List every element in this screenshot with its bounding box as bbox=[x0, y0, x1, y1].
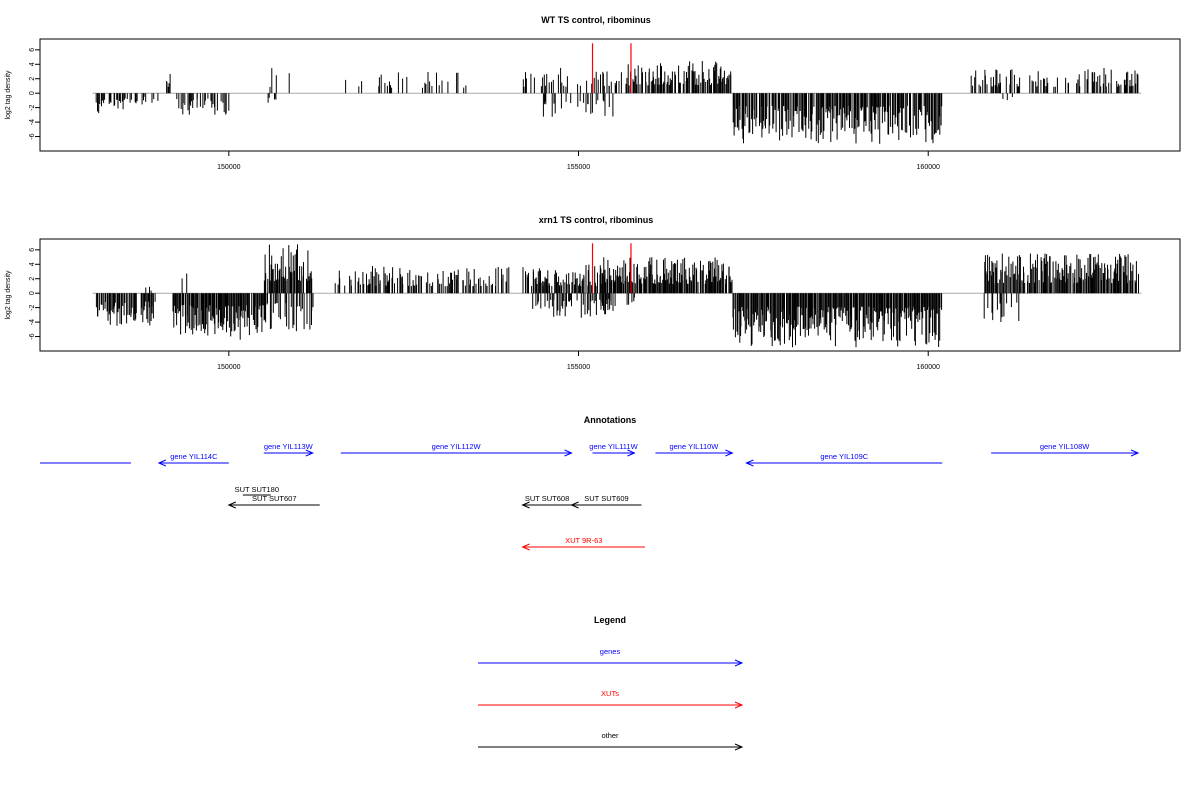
x-tick-label: 160000 bbox=[917, 164, 940, 171]
x-tick-label: 155000 bbox=[567, 364, 590, 371]
arrowhead bbox=[570, 501, 579, 509]
legend-label: XUTs bbox=[601, 689, 619, 698]
x-tick-label: 150000 bbox=[217, 364, 240, 371]
y-tick-label: -6 bbox=[29, 133, 36, 139]
y-tick-label: 6 bbox=[29, 248, 36, 252]
annotation-label: SUT SUT180 bbox=[235, 485, 279, 494]
arrowhead bbox=[745, 459, 754, 467]
y-tick-label: -2 bbox=[29, 104, 36, 110]
y-tick-label: 6 bbox=[29, 48, 36, 52]
annotation-other: SUT SUT609 bbox=[570, 494, 642, 509]
annotation-label: gene YIL111W bbox=[589, 442, 638, 451]
arrowhead bbox=[734, 743, 744, 751]
legend-items: genes XUTs other bbox=[478, 647, 744, 751]
annotation-gene: gene YIL112W bbox=[340, 442, 573, 457]
arrowhead bbox=[734, 659, 744, 667]
y-tick-label: 4 bbox=[29, 62, 36, 66]
annotation-label: gene YIL109C bbox=[820, 452, 868, 461]
x-tick-label: 155000 bbox=[567, 164, 590, 171]
annotation-label: gene YIL108W bbox=[1040, 442, 1090, 451]
legend-item: genes bbox=[478, 647, 744, 667]
annotation-gene: gene YIL108W bbox=[991, 442, 1140, 457]
x-tick-label: 160000 bbox=[917, 364, 940, 371]
legend-item: other bbox=[478, 731, 744, 751]
legend-title: Legend bbox=[594, 615, 626, 625]
plot-frame bbox=[39, 238, 1181, 352]
plot-frame bbox=[39, 38, 1181, 152]
xrn1-panel-title: xrn1 TS control, ribominus bbox=[539, 215, 654, 225]
wt-plot-area: -6 -4 -2 0 2 4 6 150000 155000 160000 bbox=[29, 38, 1181, 171]
y-tick-label: 0 bbox=[29, 91, 36, 95]
arrowhead bbox=[305, 449, 315, 457]
x-tick-label: 150000 bbox=[217, 164, 240, 171]
legend-panel: Legend genes XUTs other bbox=[478, 615, 744, 751]
annotation-label: gene YIL112W bbox=[432, 442, 482, 451]
annotation-gene: gene YIL114C bbox=[157, 452, 229, 467]
legend-item: XUTs bbox=[478, 689, 744, 709]
y-tick-label: 2 bbox=[29, 77, 36, 81]
wt-y-axis-label: log2 tag density bbox=[5, 70, 12, 120]
y-tick-label: -4 bbox=[29, 119, 36, 125]
arrowhead bbox=[725, 449, 734, 457]
annotation-label: SUT SUT609 bbox=[584, 494, 628, 503]
arrowhead bbox=[1130, 449, 1140, 457]
y-tick-label: 2 bbox=[29, 277, 36, 281]
annotation-gene: gene YIL111W bbox=[589, 442, 639, 457]
annotation-other: SUT SUT180 bbox=[235, 485, 279, 496]
legend-label: other bbox=[601, 731, 619, 740]
arrowhead bbox=[521, 543, 530, 551]
arrowhead bbox=[564, 449, 573, 457]
annotation-label: SUT SUT607 bbox=[252, 494, 296, 503]
arrowhead bbox=[157, 459, 167, 467]
y-tick-label: 0 bbox=[29, 291, 36, 295]
xrn1-y-axis-label: log2 tag density bbox=[5, 270, 12, 320]
legend-label: genes bbox=[600, 647, 621, 656]
annotations-title: Annotations bbox=[584, 415, 637, 425]
xrn1-panel: xrn1 TS control, ribominus log2 tag dens… bbox=[5, 215, 1181, 371]
annotation-label: gene YIL113W bbox=[264, 442, 314, 451]
arrowhead bbox=[521, 501, 530, 509]
annotation-features: gene YIL114C gene YIL113W gene YIL112W gene… bbox=[40, 442, 1140, 551]
xrn1-plot-area: -6 -4 -2 0 2 4 6 150000 155000 160000 bbox=[29, 238, 1181, 371]
wt-panel: WT TS control, ribominus log2 tag densit… bbox=[5, 15, 1181, 171]
annotation-other: SUT SUT607 bbox=[227, 494, 320, 509]
annotation-label: gene YIL110W bbox=[669, 442, 719, 451]
arrowhead bbox=[227, 501, 237, 509]
annotation-gene: gene YIL110W bbox=[655, 442, 734, 457]
wt-panel-title: WT TS control, ribominus bbox=[541, 15, 651, 25]
y-tick-label: 4 bbox=[29, 262, 36, 266]
annotation-xut: XUT 9R-63 bbox=[521, 536, 645, 551]
annotation-gene: gene YIL109C bbox=[745, 452, 943, 467]
annotation-other: SUT SUT608 bbox=[521, 494, 572, 509]
annotation-gene: gene YIL113W bbox=[263, 442, 315, 457]
y-tick-label: -2 bbox=[29, 304, 36, 310]
arrowhead bbox=[627, 449, 636, 457]
annotation-label: SUT SUT608 bbox=[525, 494, 569, 503]
y-tick-label: -6 bbox=[29, 333, 36, 339]
annotation-label: XUT 9R-63 bbox=[565, 536, 602, 545]
y-tick-label: -4 bbox=[29, 319, 36, 325]
annotation-label: gene YIL114C bbox=[170, 452, 218, 461]
arrowhead bbox=[734, 701, 744, 709]
